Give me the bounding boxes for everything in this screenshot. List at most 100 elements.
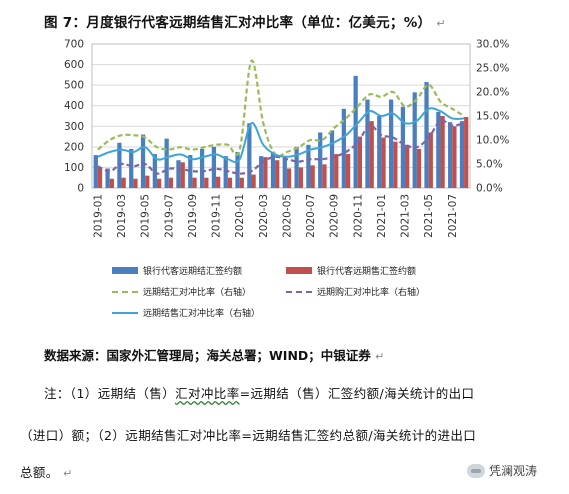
y-left-tick-label: 0 bbox=[77, 183, 84, 195]
y-right-tick-label: 0.0% bbox=[476, 183, 503, 195]
bar-settle bbox=[412, 92, 417, 188]
bar-sale bbox=[109, 178, 114, 188]
legend-label-sale-ratio: 远期购汇对冲比率（右轴） bbox=[317, 288, 426, 298]
x-tick-label: 2020-09 bbox=[329, 194, 341, 238]
bar-sale bbox=[405, 144, 410, 188]
bar-sale bbox=[298, 167, 303, 188]
bar-sale bbox=[428, 132, 433, 188]
bar-settle bbox=[282, 157, 287, 188]
bar-settle bbox=[270, 152, 276, 188]
y-right-tick-label: 30.0% bbox=[476, 39, 509, 51]
bar-sale bbox=[180, 162, 185, 188]
line-settle-ratio bbox=[97, 59, 465, 158]
legend-swatch-settle-ratio bbox=[112, 290, 138, 293]
y-left-tick-label: 200 bbox=[64, 141, 84, 153]
x-tick-label: 2021-05 bbox=[423, 194, 435, 238]
bar-sale bbox=[440, 116, 445, 188]
legend-label-settle-bar: 银行代客远期结汇签约额 bbox=[143, 267, 243, 277]
bar-settle bbox=[235, 152, 240, 188]
x-tick-label: 2019-03 bbox=[116, 194, 128, 238]
note-line-2: （进口）额；（2）远期结售汇对冲比率=远期结售汇签约总额/海关统计的进出口 bbox=[20, 425, 476, 444]
note-line-3: 总额。 ↵ bbox=[20, 462, 73, 481]
line-sale-ratio bbox=[97, 119, 465, 175]
bar-settle bbox=[129, 148, 134, 188]
chart-title-text: 图 7：月度银行代客远期结售汇对冲比率（单位：亿美元；%） bbox=[44, 15, 432, 31]
bar-settle bbox=[400, 106, 406, 188]
x-tick-label: 2020-03 bbox=[258, 194, 270, 238]
bar-settle bbox=[176, 160, 181, 188]
bar-settle bbox=[211, 146, 217, 188]
bar-settle bbox=[306, 144, 311, 188]
bar-sale bbox=[322, 164, 327, 188]
bar-sale bbox=[275, 160, 280, 188]
bar-settle bbox=[318, 132, 323, 188]
y-right-tick-label: 20.0% bbox=[476, 87, 509, 99]
x-tick-label: 2021-01 bbox=[376, 194, 388, 238]
y-right-tick-label: 10.0% bbox=[476, 135, 509, 147]
bar-sale bbox=[227, 177, 233, 188]
legend-item-sale-ratio: 远期购汇对冲比率（右轴） bbox=[286, 285, 425, 298]
paragraph-mark: ↵ bbox=[375, 350, 385, 363]
source-note-text: 数据来源：国家外汇管理局；海关总署；WIND；中银证券 bbox=[44, 348, 371, 363]
paragraph-mark: ↵ bbox=[63, 467, 73, 480]
bar-sale bbox=[145, 175, 150, 188]
bar-sale bbox=[133, 178, 138, 188]
bar-settle bbox=[377, 116, 382, 188]
bar-sale bbox=[464, 117, 469, 188]
bars-layer bbox=[93, 75, 469, 188]
note-line-2-text: （进口）额；（2）远期结售汇对冲比率=远期结售汇签约总额/海关统计的进出口 bbox=[20, 428, 477, 443]
bar-sale bbox=[216, 176, 221, 188]
bar-settle bbox=[329, 130, 335, 188]
bar-sale bbox=[357, 136, 363, 188]
bar-sale bbox=[168, 177, 174, 188]
bar-settle bbox=[152, 154, 157, 188]
bar-sale bbox=[452, 126, 457, 188]
y-left-tick-label: 500 bbox=[64, 80, 84, 92]
y-right-tick-label: 25.0% bbox=[476, 63, 509, 75]
bar-sale bbox=[334, 154, 339, 188]
line-total-ratio bbox=[97, 107, 465, 164]
x-tick-label: 2020-01 bbox=[234, 194, 246, 238]
legend-label-sale-bar: 银行代客远期售汇签约额 bbox=[317, 267, 417, 277]
bar-sale bbox=[121, 177, 126, 188]
bar-sale bbox=[416, 148, 422, 188]
bar-sale bbox=[204, 177, 209, 188]
lines-layer bbox=[97, 59, 465, 175]
bar-settle bbox=[188, 155, 193, 188]
watermark-text: 凭澜观涛 bbox=[488, 464, 537, 478]
plot-border bbox=[91, 43, 471, 189]
note-line-3-text: 总额。 bbox=[20, 465, 59, 480]
bar-sale bbox=[97, 167, 103, 188]
note-line-1-underlined: 汇对冲比率 bbox=[175, 386, 240, 401]
source-note: 数据来源：国家外汇管理局；海关总署；WIND；中银证券 ↵ bbox=[44, 345, 384, 364]
y-left-tick-label: 100 bbox=[64, 162, 84, 174]
chart-svg: 0 100 200 300 400 500 600 700 0.0% 5.0% 10.0% 15.0%… bbox=[64, 39, 509, 238]
bar-settle bbox=[365, 99, 370, 188]
x-tick-label: 2019-11 bbox=[211, 194, 223, 238]
bar-settle bbox=[259, 156, 264, 188]
x-tick-label: 2019-07 bbox=[163, 194, 175, 238]
x-tick-label: 2019-05 bbox=[140, 194, 152, 238]
bar-settle bbox=[140, 134, 146, 188]
y-right-tick-label: 5.0% bbox=[476, 159, 503, 171]
x-tick-label: 2019-09 bbox=[187, 194, 199, 238]
bar-sale bbox=[156, 178, 162, 188]
bar-settle bbox=[459, 121, 465, 188]
chart-title: 图 7：月度银行代客远期结售汇对冲比率（单位：亿美元；%） ↵ bbox=[44, 11, 446, 31]
legend-swatch-total-ratio bbox=[112, 311, 138, 314]
bar-settle bbox=[93, 155, 98, 188]
bar-settle bbox=[436, 111, 441, 188]
x-tick-label: 2021-07 bbox=[447, 194, 459, 238]
bar-settle bbox=[448, 122, 453, 188]
note-line-1-prefix: 注：（1）远期结（售） bbox=[44, 386, 176, 401]
bar-settle bbox=[223, 156, 228, 188]
bar-sale bbox=[369, 121, 374, 188]
watermark: 凭澜观涛 bbox=[466, 462, 537, 479]
legend-swatch-sale-ratio bbox=[286, 290, 312, 293]
bar-settle bbox=[294, 146, 299, 188]
axis-layer: 0 100 200 300 400 500 600 700 0.0% 5.0% 10.0% 15.0%… bbox=[64, 39, 509, 238]
note-line-1-suffix: =远期结（售）汇签约额/海关统计的出口 bbox=[239, 386, 475, 401]
bar-sale bbox=[239, 177, 244, 188]
bar-sale bbox=[192, 177, 197, 188]
note-line-1: 注：（1）远期结（售）汇对冲比率=远期结（售）汇签约额/海关统计的出口 bbox=[44, 383, 474, 402]
